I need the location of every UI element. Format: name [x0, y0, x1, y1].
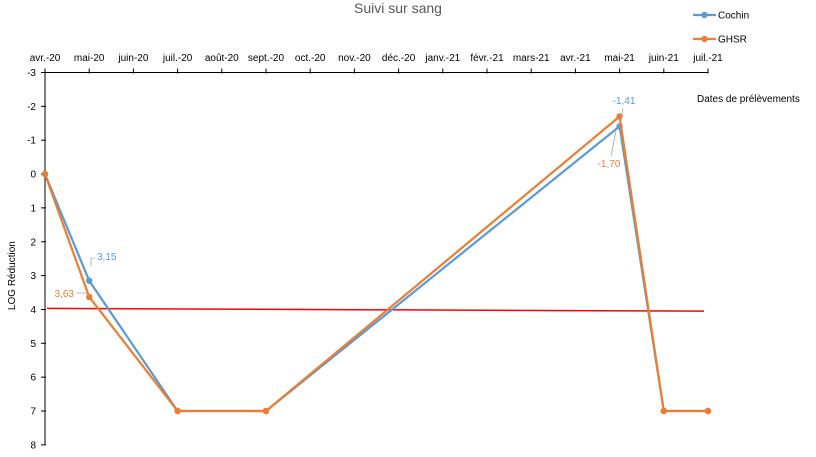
reference-threshold-line — [46, 307, 705, 312]
data-point-cochin — [86, 277, 93, 284]
x-tick-label: mars-21 — [513, 53, 550, 64]
data-label-leader — [90, 257, 95, 266]
x-tick-label: nov.-20 — [338, 53, 371, 64]
data-label: 3,15 — [97, 252, 117, 263]
legend-marker-ghsr — [701, 35, 708, 43]
y-tick-label: 3 — [30, 271, 36, 282]
y-tick-label: 5 — [30, 339, 36, 350]
data-label-leader — [620, 107, 624, 122]
x-tick-label: juin-20 — [117, 53, 148, 64]
data-label-leader — [76, 292, 90, 297]
x-tick-label: juin-21 — [648, 53, 679, 64]
data-point-ghsr — [86, 293, 93, 301]
y-tick-label: -3 — [27, 68, 36, 79]
data-point-ghsr — [660, 407, 667, 415]
y-tick-label: 2 — [30, 237, 36, 248]
data-label-leader — [610, 130, 617, 157]
x-tick-label: juil.-21 — [692, 53, 723, 64]
x-tick-label: janv.-21 — [424, 53, 460, 64]
legend-marker-cochin — [701, 11, 708, 19]
y-tick-label: 4 — [30, 305, 36, 316]
data-point-ghsr — [704, 407, 712, 415]
x-tick-label: déc.-20 — [382, 53, 416, 64]
data-label: -1,41 — [613, 96, 636, 107]
axes-layer: Suivi sur sang avr.-20 mai-20 juin-20 juil.-… — [7, 0, 800, 451]
x-tick-label: août-20 — [205, 53, 239, 64]
x-tick-label: juil.-20 — [162, 53, 193, 64]
reference-layer — [46, 307, 705, 312]
x-tick-label: sept.-20 — [248, 53, 285, 64]
y-tick-label: -2 — [27, 102, 36, 113]
x-tick-label: févr.-21 — [470, 53, 504, 64]
y-tick-label: 0 — [30, 170, 36, 181]
legend-layer: Cochin GHSR — [693, 11, 749, 46]
x-tick-label: avr.-21 — [560, 53, 591, 64]
chart-title: Suivi sur sang — [354, 0, 442, 16]
x-tick-label: avr.-20 — [30, 53, 61, 64]
y-tick-label: 8 — [30, 440, 36, 451]
data-point-ghsr — [41, 170, 49, 178]
x-tick-label: mai-21 — [604, 53, 635, 64]
legend-label-cochin: Cochin — [718, 11, 749, 22]
y-tick-label: -1 — [27, 136, 36, 147]
y-tick-label: 1 — [30, 203, 36, 214]
y-tick-label: 7 — [30, 407, 36, 418]
data-label: -1,70 — [598, 159, 621, 170]
data-point-ghsr — [262, 407, 270, 415]
y-axis-title: LOG Réduction — [7, 241, 18, 310]
legend-label-ghsr: GHSR — [718, 35, 747, 46]
x-tick-label: oct.-20 — [295, 53, 326, 64]
y-tick-label: 6 — [30, 373, 36, 384]
labels-layer: 3,15 -1,41 3,63 -1,70 — [55, 96, 636, 300]
data-point-ghsr — [174, 407, 181, 415]
x-tick-label: mai-20 — [74, 53, 105, 64]
data-label: 3,63 — [55, 289, 75, 300]
series-layer — [41, 113, 712, 415]
x-axis-title: Dates de prélèvements — [697, 94, 800, 105]
